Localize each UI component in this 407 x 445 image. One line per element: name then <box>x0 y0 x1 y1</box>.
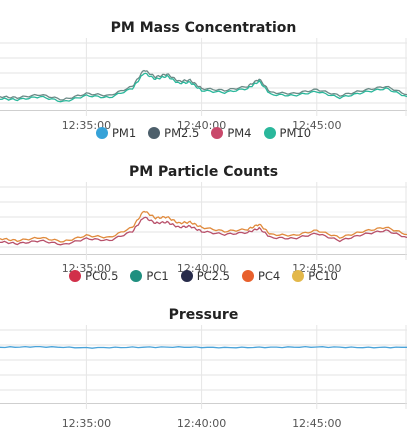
legend-label: PM1 <box>111 126 137 140</box>
series-line-pressure[interactable] <box>0 345 407 349</box>
x-tick-label: 12:40:00 <box>177 417 226 430</box>
x-tick-label: 12:45:00 <box>292 262 341 275</box>
legend-label: PM2.5 <box>164 126 200 140</box>
legend-label: PM10 <box>279 126 312 140</box>
legend-swatch <box>211 127 224 139</box>
series-line-pm2-5[interactable] <box>0 69 407 101</box>
legend-swatch <box>130 270 143 282</box>
pm-mass-panel: PM Mass Concentration 12:35:00 12:40:00 12… <box>0 18 407 148</box>
x-tick-label: 12:45:00 <box>292 119 341 132</box>
legend-item-pc10[interactable]: PC10 <box>292 269 338 283</box>
chart-title: PM Mass Concentration <box>110 20 297 36</box>
x-tick-label: 12:45:00 <box>292 417 341 430</box>
pm-counts-plot[interactable]: 12:35:00 12:40:00 12:45:00 <box>0 182 407 277</box>
legend-label: PC10 <box>308 269 338 283</box>
legend-item-pm2-5[interactable]: PM2.5 <box>148 126 199 140</box>
legend-swatch <box>292 270 305 282</box>
series-line-pc0-5[interactable] <box>0 216 407 246</box>
legend-item-pc1[interactable]: PC1 <box>130 269 169 283</box>
legend-swatch <box>69 270 82 282</box>
legend-item-pm10[interactable]: PM10 <box>263 126 312 140</box>
legend-label: PM4 <box>227 126 252 140</box>
legend-item-pc4[interactable]: PC4 <box>241 269 281 283</box>
chart-title: Pressure <box>168 307 239 323</box>
legend-item-pm1[interactable]: PM1 <box>95 126 137 140</box>
pm-counts-panel: PM Particle Counts 12:35:00 12:40:00 12:45… <box>0 162 407 292</box>
legend-label: PC4 <box>257 269 281 283</box>
legend-item-pc0-5[interactable]: PC0.5 <box>69 269 118 283</box>
chart-legend: PC0.5 PC1 PC2.5 PC4 PC10 <box>0 267 407 285</box>
legend-swatch <box>263 127 276 139</box>
legend-label: PC0.5 <box>85 269 119 283</box>
chart-title: PM Particle Counts <box>128 164 279 180</box>
pm-mass-plot[interactable]: 12:35:00 12:40:00 12:45:00 <box>0 38 407 133</box>
legend-item-pm4[interactable]: PM4 <box>211 126 252 140</box>
legend-swatch <box>95 127 108 139</box>
legend-item-pc2-5[interactable]: PC2.5 <box>180 269 230 283</box>
pressure-plot[interactable]: 12:35:00 12:40:00 12:45:00 <box>0 325 407 445</box>
legend-label: PC1 <box>146 269 169 283</box>
legend-swatch <box>241 270 254 282</box>
chart-legend: PM1 PM2.5 PM4 PM10 <box>0 124 407 142</box>
legend-swatch <box>148 127 161 139</box>
legend-swatch <box>180 270 193 282</box>
x-tick-label: 12:35:00 <box>62 417 111 430</box>
pressure-panel: Pressure 12:35:00 12:40:00 12:45:00 <box>0 305 407 435</box>
series-line-pm10[interactable] <box>0 72 407 103</box>
series-line-pc4[interactable] <box>0 210 407 243</box>
legend-label: PC2.5 <box>196 269 230 283</box>
